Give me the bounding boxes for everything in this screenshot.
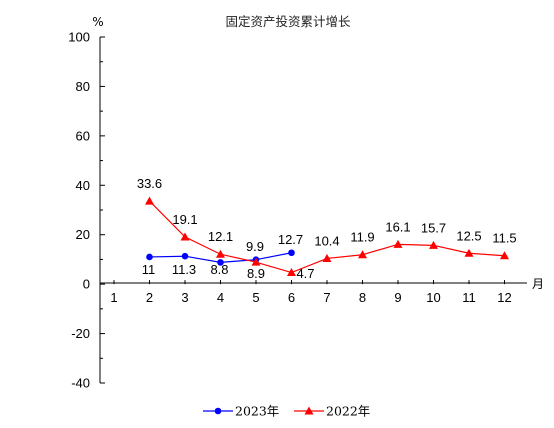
data-point [500, 251, 509, 260]
data-label-2022: 12.1 [208, 229, 233, 244]
legend-item-2023: 2023年 [203, 404, 279, 419]
y-tick-label: 60 [76, 128, 90, 143]
x-tick-label: 9 [394, 290, 401, 305]
data-label-2022: 33.6 [137, 176, 162, 191]
data-label-2022: 15.7 [421, 220, 446, 235]
x-tick-label: 1 [110, 290, 117, 305]
data-point [145, 196, 154, 205]
y-axis-unit-label: % [92, 15, 103, 29]
x-tick-label: 2 [146, 290, 153, 305]
y-tick-label: 0 [83, 277, 90, 292]
x-tick-label: 6 [288, 290, 295, 305]
data-point [288, 249, 295, 257]
y-tick-label: 20 [76, 227, 90, 242]
data-point [322, 253, 332, 262]
legend-label-2023: 2023年 [235, 404, 279, 419]
data-point [358, 250, 367, 259]
x-tick-label: 11 [462, 290, 476, 305]
data-label-2022: 12.5 [456, 228, 481, 243]
data-point [216, 249, 225, 258]
legend-item-2022: 2022年 [294, 404, 370, 419]
y-tick-label: 40 [76, 178, 90, 193]
legend-label-2022: 2022年 [326, 404, 370, 419]
legend-marker-2023 [214, 407, 222, 415]
data-labels: 11 11.3 8.8 9.9 12.7 33.6 19.1 12.1 8.9 4.7 10.4 11… [137, 176, 517, 281]
data-point [287, 268, 296, 277]
y-axis-ticks: -40 -20 0 20 40 60 80 100 [68, 30, 105, 391]
x-tick-label: 8 [359, 290, 366, 305]
y-tick-label: -20 [71, 326, 90, 341]
data-point [393, 239, 403, 248]
legend: 2023年 2022年 [203, 404, 370, 419]
data-label-2022: 11.9 [350, 230, 374, 245]
x-axis-unit-label: 月 [532, 277, 544, 291]
data-label-2022: 19.1 [172, 212, 197, 227]
y-tick-label: 100 [68, 30, 90, 45]
series-layer [145, 196, 509, 277]
data-point [464, 248, 474, 257]
x-tick-label: 4 [217, 290, 224, 305]
data-label-2022: 10.4 [314, 233, 339, 248]
data-label-2022: 11.5 [492, 231, 516, 246]
data-label-2023: 11.3 [172, 262, 196, 277]
x-tick-label: 10 [426, 290, 440, 305]
data-point [146, 253, 153, 261]
y-tick-label: -40 [71, 376, 90, 391]
legend-marker-2022 [304, 406, 314, 415]
data-point [429, 240, 438, 249]
data-label-2022: 4.7 [296, 266, 314, 281]
data-label-2023: 8.8 [210, 262, 228, 277]
data-point [251, 257, 261, 266]
x-tick-label: 3 [181, 290, 188, 305]
x-axis-ticks: 1 2 3 4 5 6 7 8 9 10 11 12 [110, 280, 512, 305]
data-label-2023: 11 [142, 262, 156, 277]
y-tick-label: 80 [76, 79, 90, 94]
chart-title: 固定资产投资累计增长 [225, 14, 351, 29]
data-point [181, 252, 189, 260]
data-label-2022: 8.9 [247, 266, 265, 281]
x-tick-label: 7 [323, 290, 330, 305]
data-label-2023: 9.9 [246, 239, 264, 254]
data-point [180, 232, 190, 241]
x-tick-label: 12 [497, 290, 511, 305]
data-label-2023: 12.7 [278, 232, 303, 247]
data-point [217, 259, 224, 266]
data-label-2022: 16.1 [385, 219, 410, 234]
x-tick-label: 5 [252, 290, 259, 305]
